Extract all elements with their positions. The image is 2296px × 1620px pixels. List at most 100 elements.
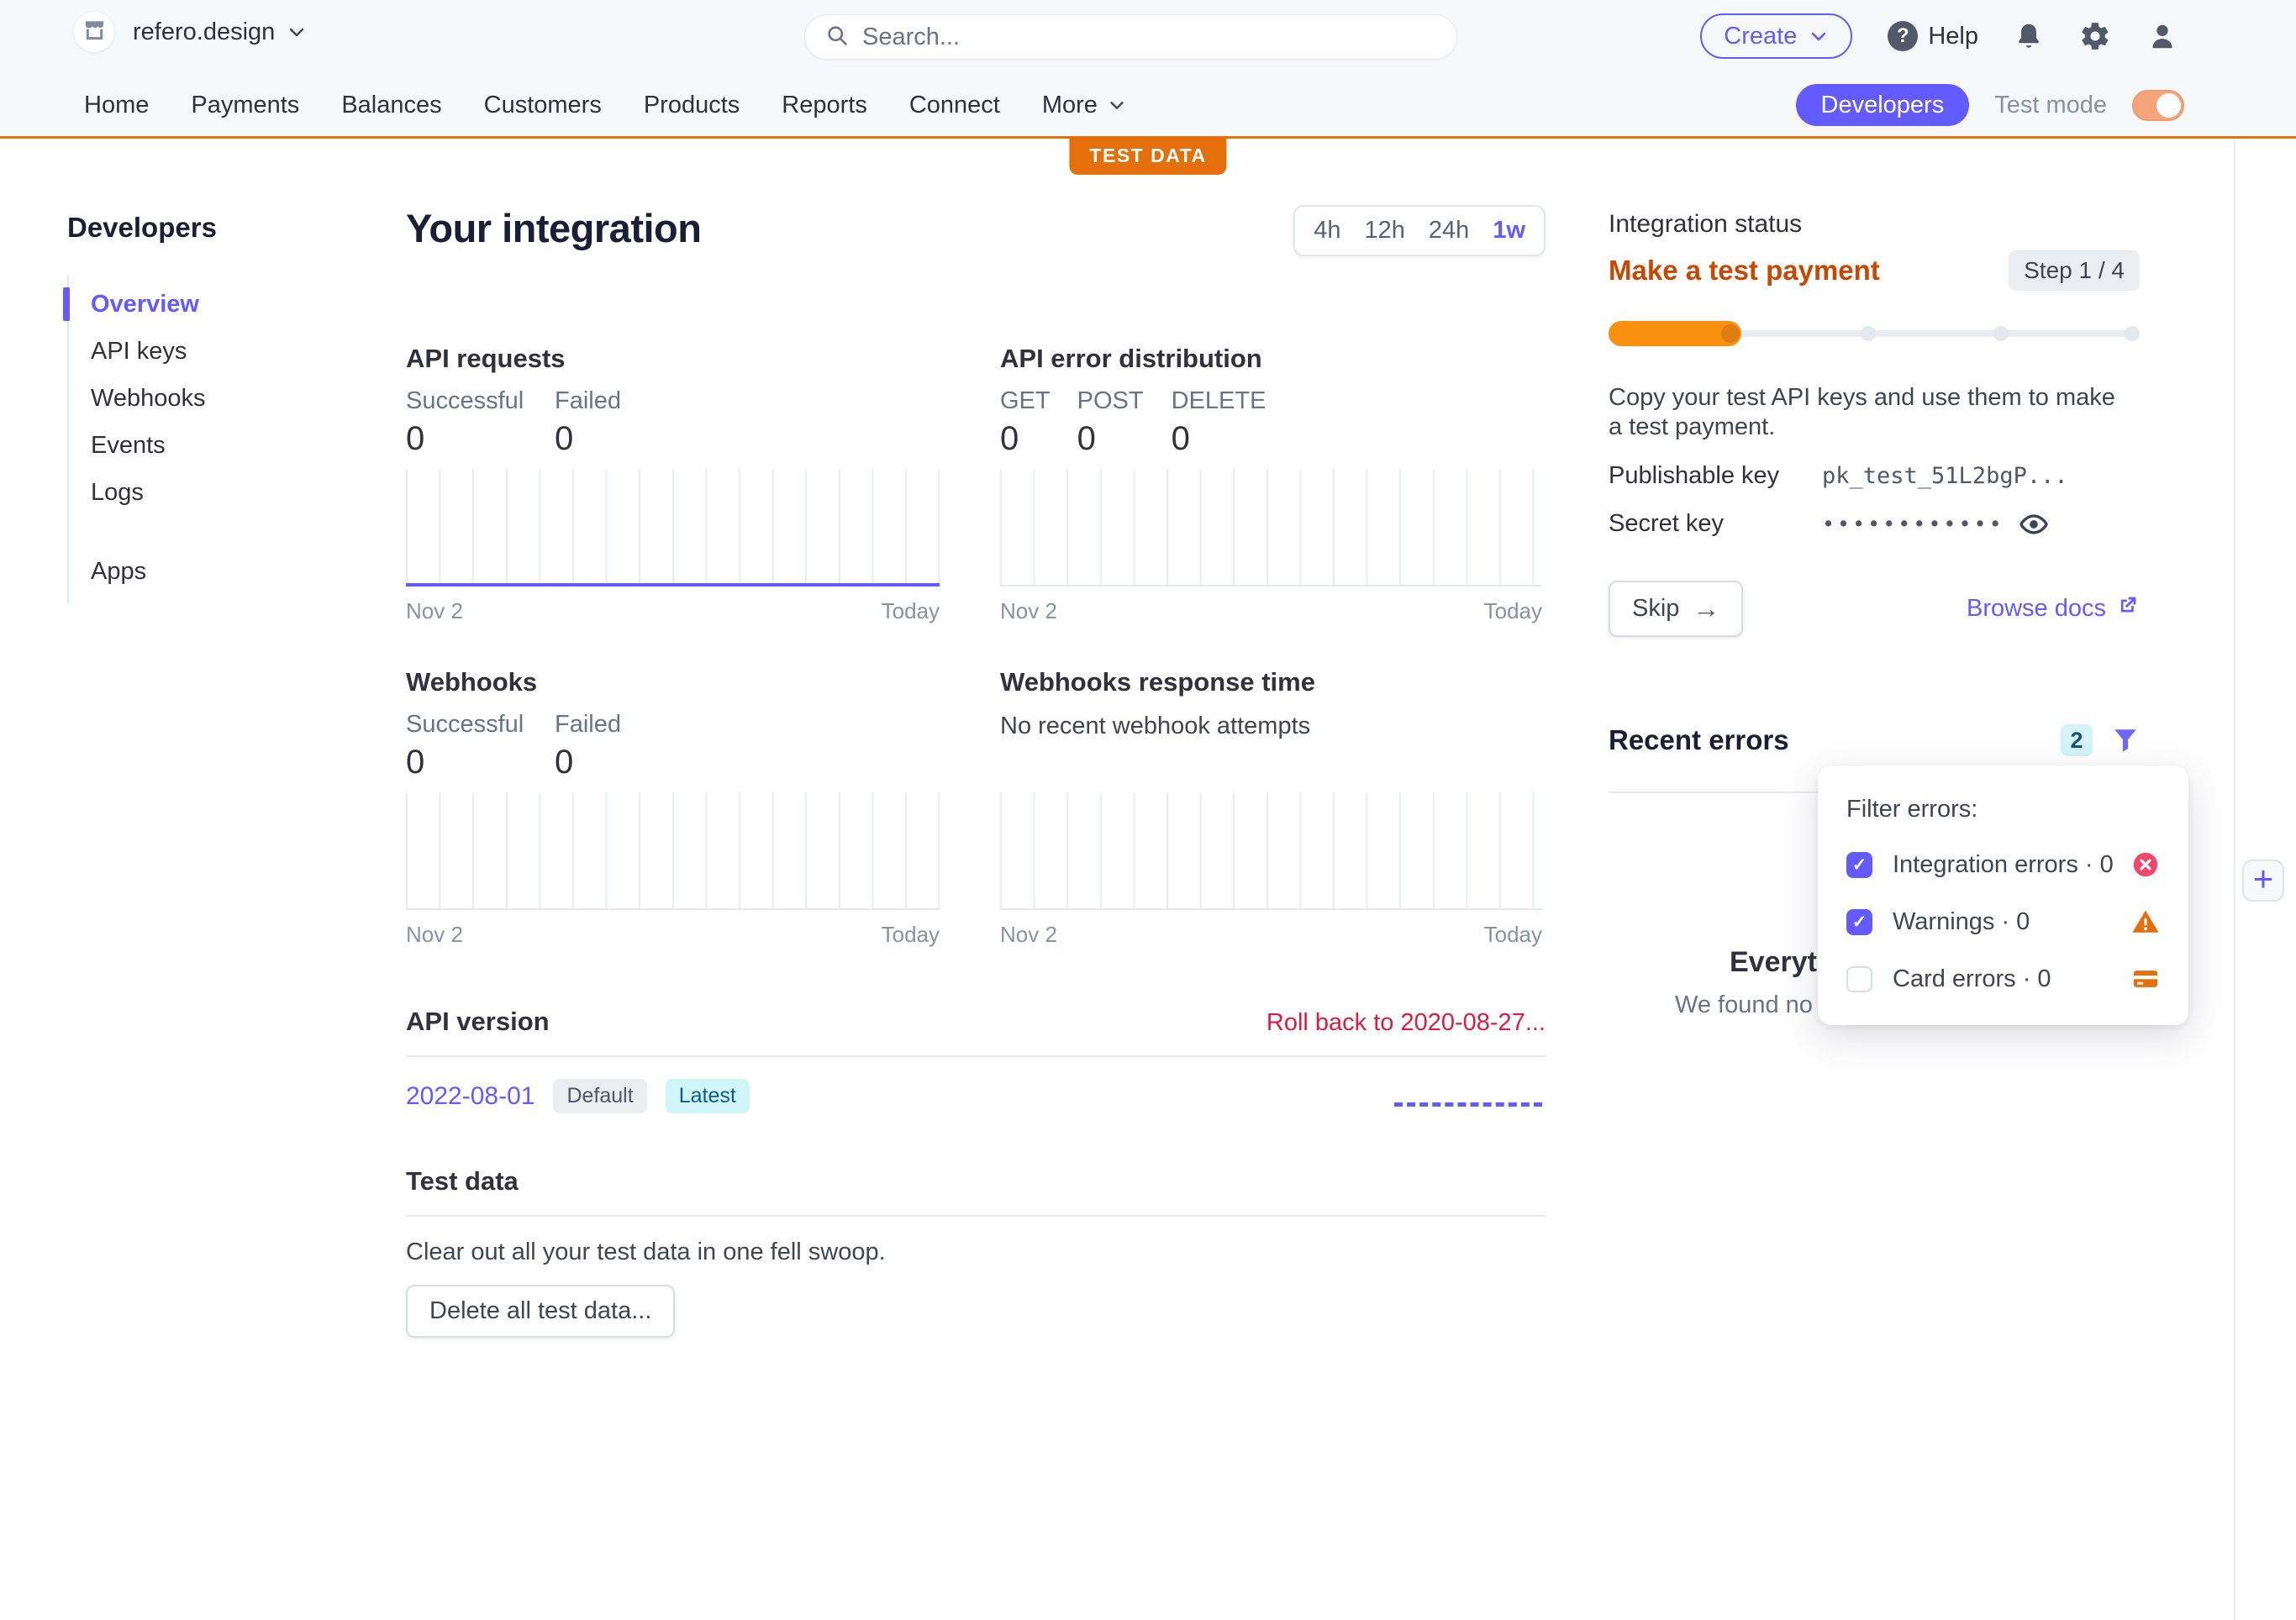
stat-label: Successful: [406, 711, 524, 738]
rollback-link[interactable]: Roll back to 2020-08-27...: [1266, 1009, 1546, 1036]
section-title: Recent errors: [1609, 724, 1789, 755]
profile-avatar-icon[interactable]: [2146, 20, 2178, 52]
checkbox-checked[interactable]: ✓: [1846, 851, 1872, 878]
checkbox-checked[interactable]: ✓: [1846, 908, 1872, 935]
test-data-section: Test data Clear out all your test data i…: [406, 1166, 1546, 1338]
add-plus-button[interactable]: +: [2242, 860, 2284, 902]
filter-count-badge: 2: [2061, 724, 2093, 756]
delete-test-data-button[interactable]: Delete all test data...: [406, 1285, 676, 1338]
range-24h[interactable]: 24h: [1428, 217, 1470, 244]
sidebar-item-events[interactable]: Events: [91, 431, 166, 459]
default-badge: Default: [553, 1079, 647, 1113]
chart-x-axis: Nov 2 Today: [1000, 598, 1542, 624]
nav-tab-customers[interactable]: Customers: [483, 91, 602, 118]
stat-label: DELETE: [1171, 387, 1266, 414]
empty-message: No recent webhook attempts: [1000, 713, 1311, 739]
reveal-secret-eye-icon[interactable]: [2019, 510, 2048, 539]
panel-heading: Integration status: [1609, 210, 1803, 238]
nav-tab-reports[interactable]: Reports: [782, 91, 867, 118]
api-error-distribution-module: API error distribution GET 0 POST 0 DELE…: [1000, 344, 1542, 624]
developers-pill-button[interactable]: Developers: [1795, 84, 1970, 126]
webhooks-response-time-chart: [1000, 792, 1542, 910]
sidebar-item-apps[interactable]: Apps: [91, 557, 147, 585]
x-axis-start: Nov 2: [406, 598, 463, 623]
current-step-title: Make a test payment: [1609, 255, 1880, 286]
browse-docs-link[interactable]: Browse docs: [1967, 593, 2140, 623]
page-title: Your integration: [406, 206, 702, 250]
search-bar[interactable]: [804, 14, 1457, 60]
filter-popup-title: Filter errors:: [1846, 796, 1978, 823]
module-title: API error distribution: [1000, 344, 1262, 373]
nav-right-cluster: Developers Test mode: [1795, 84, 2184, 126]
nav-tab-payments[interactable]: Payments: [191, 91, 300, 118]
range-4h[interactable]: 4h: [1314, 217, 1341, 244]
chevron-down-icon: [287, 22, 307, 42]
filter-option-card-errors: Card errors · 0: [1846, 963, 2160, 995]
filter-option-warnings: ✓ Warnings · 0: [1846, 906, 2160, 938]
developers-sidebar: Developers Overview API keys Webhooks Ev…: [63, 212, 353, 603]
checkbox-unchecked[interactable]: [1846, 965, 1872, 992]
webhooks-response-time-module: Webhooks response time No recent webhook…: [1000, 667, 1542, 948]
api-version-link[interactable]: 2022-08-01: [406, 1081, 535, 1110]
stat-value: 0: [1171, 420, 1190, 457]
create-button[interactable]: Create: [1700, 13, 1853, 59]
integration-status-panel: Integration status Make a test payment S…: [1609, 210, 2140, 637]
sidebar-item-logs[interactable]: Logs: [91, 478, 144, 506]
sidebar-menu: Overview API keys Webhooks Events Logs A…: [63, 276, 353, 603]
range-12h[interactable]: 12h: [1364, 217, 1405, 244]
sidebar-item-api-keys[interactable]: API keys: [91, 337, 187, 365]
chart-x-axis: Nov 2 Today: [1000, 922, 1542, 948]
x-axis-start: Nov 2: [1000, 598, 1057, 623]
skip-button[interactable]: Skip →: [1609, 580, 1744, 637]
nav-tab-home[interactable]: Home: [84, 91, 150, 118]
chart-x-axis: Nov 2 Today: [406, 598, 940, 624]
sidebar-item-webhooks[interactable]: Webhooks: [91, 384, 206, 412]
storefront-icon: [83, 18, 106, 45]
test-data-badge: TEST DATA: [1069, 139, 1227, 175]
publishable-key-row: Publishable key pk_test_51L2bgP...: [1609, 462, 2140, 490]
dashed-placeholder-line: [1394, 1102, 1542, 1107]
x-axis-end: Today: [1483, 598, 1542, 623]
secret-key-row: Secret key ••••••••••••: [1609, 510, 2140, 539]
publishable-key-label: Publishable key: [1609, 461, 1780, 489]
card-icon: [2131, 965, 2160, 993]
nav-tab-products[interactable]: Products: [643, 91, 740, 118]
notifications-bell-icon[interactable]: [2014, 21, 2044, 51]
settings-gear-icon[interactable]: [2079, 20, 2111, 52]
section-title: API version: [406, 1007, 550, 1036]
error-circle-icon: [2131, 850, 2160, 879]
sidebar-heading: Developers: [67, 212, 217, 243]
publishable-key-value[interactable]: pk_test_51L2bgP...: [1822, 462, 2068, 489]
nav-tab-connect[interactable]: Connect: [908, 91, 1000, 118]
x-axis-end: Today: [1483, 922, 1542, 947]
primary-nav: Home Payments Balances Customers Product…: [0, 74, 2296, 139]
filter-errors-popup: Filter errors: ✓ Integration errors · 0 …: [1818, 765, 2188, 1025]
time-range-selector: 4h 12h 24h 1w: [1293, 205, 1546, 256]
sidebar-item-overview[interactable]: Overview: [63, 281, 353, 328]
filter-funnel-icon[interactable]: [2111, 724, 2140, 756]
latest-badge: Latest: [665, 1079, 750, 1113]
api-version-section: API version Roll back to 2020-08-27... 2…: [406, 1007, 1546, 1113]
stat-value: 0: [406, 744, 425, 781]
section-title: Test data: [406, 1166, 519, 1196]
secret-key-label: Secret key: [1609, 510, 1724, 538]
api-requests-module: API requests Successful 0 Failed 0 Nov 2…: [406, 344, 940, 624]
x-axis-end: Today: [881, 922, 940, 947]
range-1w[interactable]: 1w: [1493, 217, 1525, 244]
stat-label: POST: [1077, 387, 1144, 414]
help-button[interactable]: ? Help: [1888, 21, 1978, 51]
progress-step-dot: [2125, 326, 2140, 341]
skip-label: Skip: [1632, 594, 1680, 622]
webhooks-module: Webhooks Successful 0 Failed 0 Nov 2 Tod…: [406, 667, 940, 948]
module-title: Webhooks: [406, 667, 538, 697]
nav-tab-more[interactable]: More: [1042, 92, 1126, 119]
search-input[interactable]: [862, 23, 1400, 51]
more-label: More: [1041, 91, 1098, 118]
toggle-knob: [2156, 92, 2181, 118]
nav-tab-balances[interactable]: Balances: [341, 91, 442, 118]
account-switcher[interactable]: refero.design: [74, 12, 307, 52]
progress-fill: [1609, 321, 1741, 346]
test-mode-toggle[interactable]: [2132, 89, 2184, 121]
divider: [406, 1055, 1546, 1057]
